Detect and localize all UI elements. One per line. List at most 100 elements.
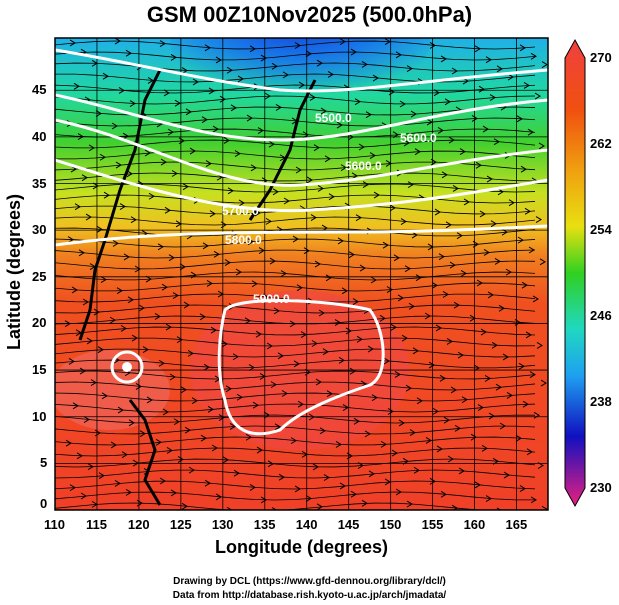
plot-frame: [54, 37, 549, 511]
streamline: [55, 381, 536, 391]
streamline-arrow: [158, 359, 165, 367]
streamline-arrow: [518, 362, 525, 370]
streamline-arrow: [185, 108, 192, 116]
streamline-arrow: [255, 330, 262, 338]
streamline-arrow: [115, 161, 122, 169]
streamline-arrow: [272, 188, 279, 196]
streamline-arrow: [370, 276, 377, 284]
streamline-arrow: [523, 82, 530, 89]
streamline-arrow: [397, 294, 404, 302]
x-tick-label: 145: [337, 517, 360, 532]
streamline-arrow: [453, 301, 460, 309]
streamline-arrow: [424, 312, 431, 320]
streamline-arrow: [520, 165, 527, 173]
streamline-arrow: [225, 385, 232, 393]
streamline: [55, 414, 536, 424]
streamline-arrow: [103, 191, 110, 199]
y-tick-label: 10: [32, 408, 47, 424]
streamline-arrow: [268, 140, 275, 148]
streamline-arrow: [496, 65, 503, 73]
streamline-arrow: [171, 170, 178, 177]
streamline-arrow: [290, 437, 297, 445]
streamline-arrow: [165, 323, 172, 331]
streamline-arrow: [134, 265, 141, 273]
streamline-arrow: [433, 89, 440, 97]
streamline-arrow: [446, 337, 453, 345]
streamline-arrow: [436, 445, 443, 453]
streamline-arrow: [230, 104, 237, 112]
chart-title: GSM 00Z10Nov2025 (500.0hPa): [146, 2, 473, 27]
streamline-arrow: [358, 143, 365, 151]
streamline-arrow: [521, 281, 528, 289]
streamline-arrow: [223, 137, 230, 144]
streamline-arrow: [69, 484, 76, 492]
streamline-arrow: [319, 427, 326, 435]
streamline: [55, 260, 536, 270]
streamline-arrow: [301, 450, 308, 458]
streamline-arrow: [126, 170, 133, 178]
streamline-arrow: [306, 176, 313, 184]
streamline: [55, 172, 536, 182]
streamline-arrow: [482, 125, 489, 133]
streamline-arrow: [315, 378, 322, 386]
streamline-arrow: [161, 283, 168, 291]
x-tick-label: 155: [421, 517, 444, 532]
streamline-arrow: [179, 263, 186, 271]
streamline-arrow: [249, 483, 256, 491]
streamline-arrow: [206, 280, 213, 287]
streamline: [55, 436, 536, 446]
x-tick-label: 115: [85, 517, 107, 532]
streamline-arrow: [440, 490, 447, 498]
streamline-arrow: [128, 419, 135, 427]
streamline-arrow: [440, 55, 447, 63]
streamline-arrow: [123, 253, 130, 261]
streamline: [55, 326, 536, 336]
streamline-arrow: [176, 336, 183, 344]
streamline: [55, 139, 536, 149]
streamline-arrow: [273, 307, 280, 315]
streamline-arrow: [477, 404, 484, 411]
streamline-arrow: [270, 381, 277, 389]
streamline-arrow: [88, 144, 95, 152]
streamline-arrow: [282, 71, 289, 79]
streamline-arrow: [456, 232, 463, 240]
streamline-arrow: [335, 441, 342, 448]
streamline-arrow: [174, 99, 181, 107]
streamline-arrow: [111, 122, 118, 130]
streamline-arrow: [67, 236, 74, 244]
streamline-arrow: [498, 304, 505, 312]
streamline-arrow: [410, 110, 417, 118]
streamline-arrow: [297, 400, 304, 408]
streamline-arrow: [79, 367, 86, 375]
streamline-arrow: [172, 292, 179, 299]
streamline-arrow: [398, 419, 405, 427]
streamline-arrow: [384, 478, 391, 486]
streamline-arrow: [260, 54, 267, 62]
streamline-arrow: [233, 469, 240, 477]
streamline-arrow: [180, 386, 187, 394]
streamline-arrow: [522, 400, 529, 408]
streamline-arrow: [227, 187, 234, 195]
streamline: [55, 491, 536, 501]
streamline-arrow: [312, 463, 319, 471]
streamline-arrow: [136, 499, 143, 507]
streamline-arrow: [324, 155, 331, 163]
streamline-arrow: [78, 249, 85, 257]
streamline-arrow: [380, 440, 387, 448]
streamline-arrow: [211, 444, 218, 452]
streamline-arrow: [92, 182, 99, 190]
streamline-arrow: [322, 348, 329, 356]
contour-label: 5900.0: [253, 292, 290, 306]
streamline-arrow: [429, 42, 436, 49]
streamline-arrow: [490, 220, 497, 228]
streamline-arrow: [349, 367, 356, 375]
streamline-arrow: [215, 493, 222, 501]
streamline-arrow: [356, 335, 363, 343]
streamline-arrow: [328, 193, 335, 201]
streamline-arrow: [485, 56, 492, 64]
streamline-arrow: [393, 254, 400, 262]
streamline-arrow: [112, 239, 119, 247]
streamline-arrow: [91, 59, 98, 67]
streamline-arrow: [499, 422, 506, 430]
streamline: [55, 84, 536, 94]
